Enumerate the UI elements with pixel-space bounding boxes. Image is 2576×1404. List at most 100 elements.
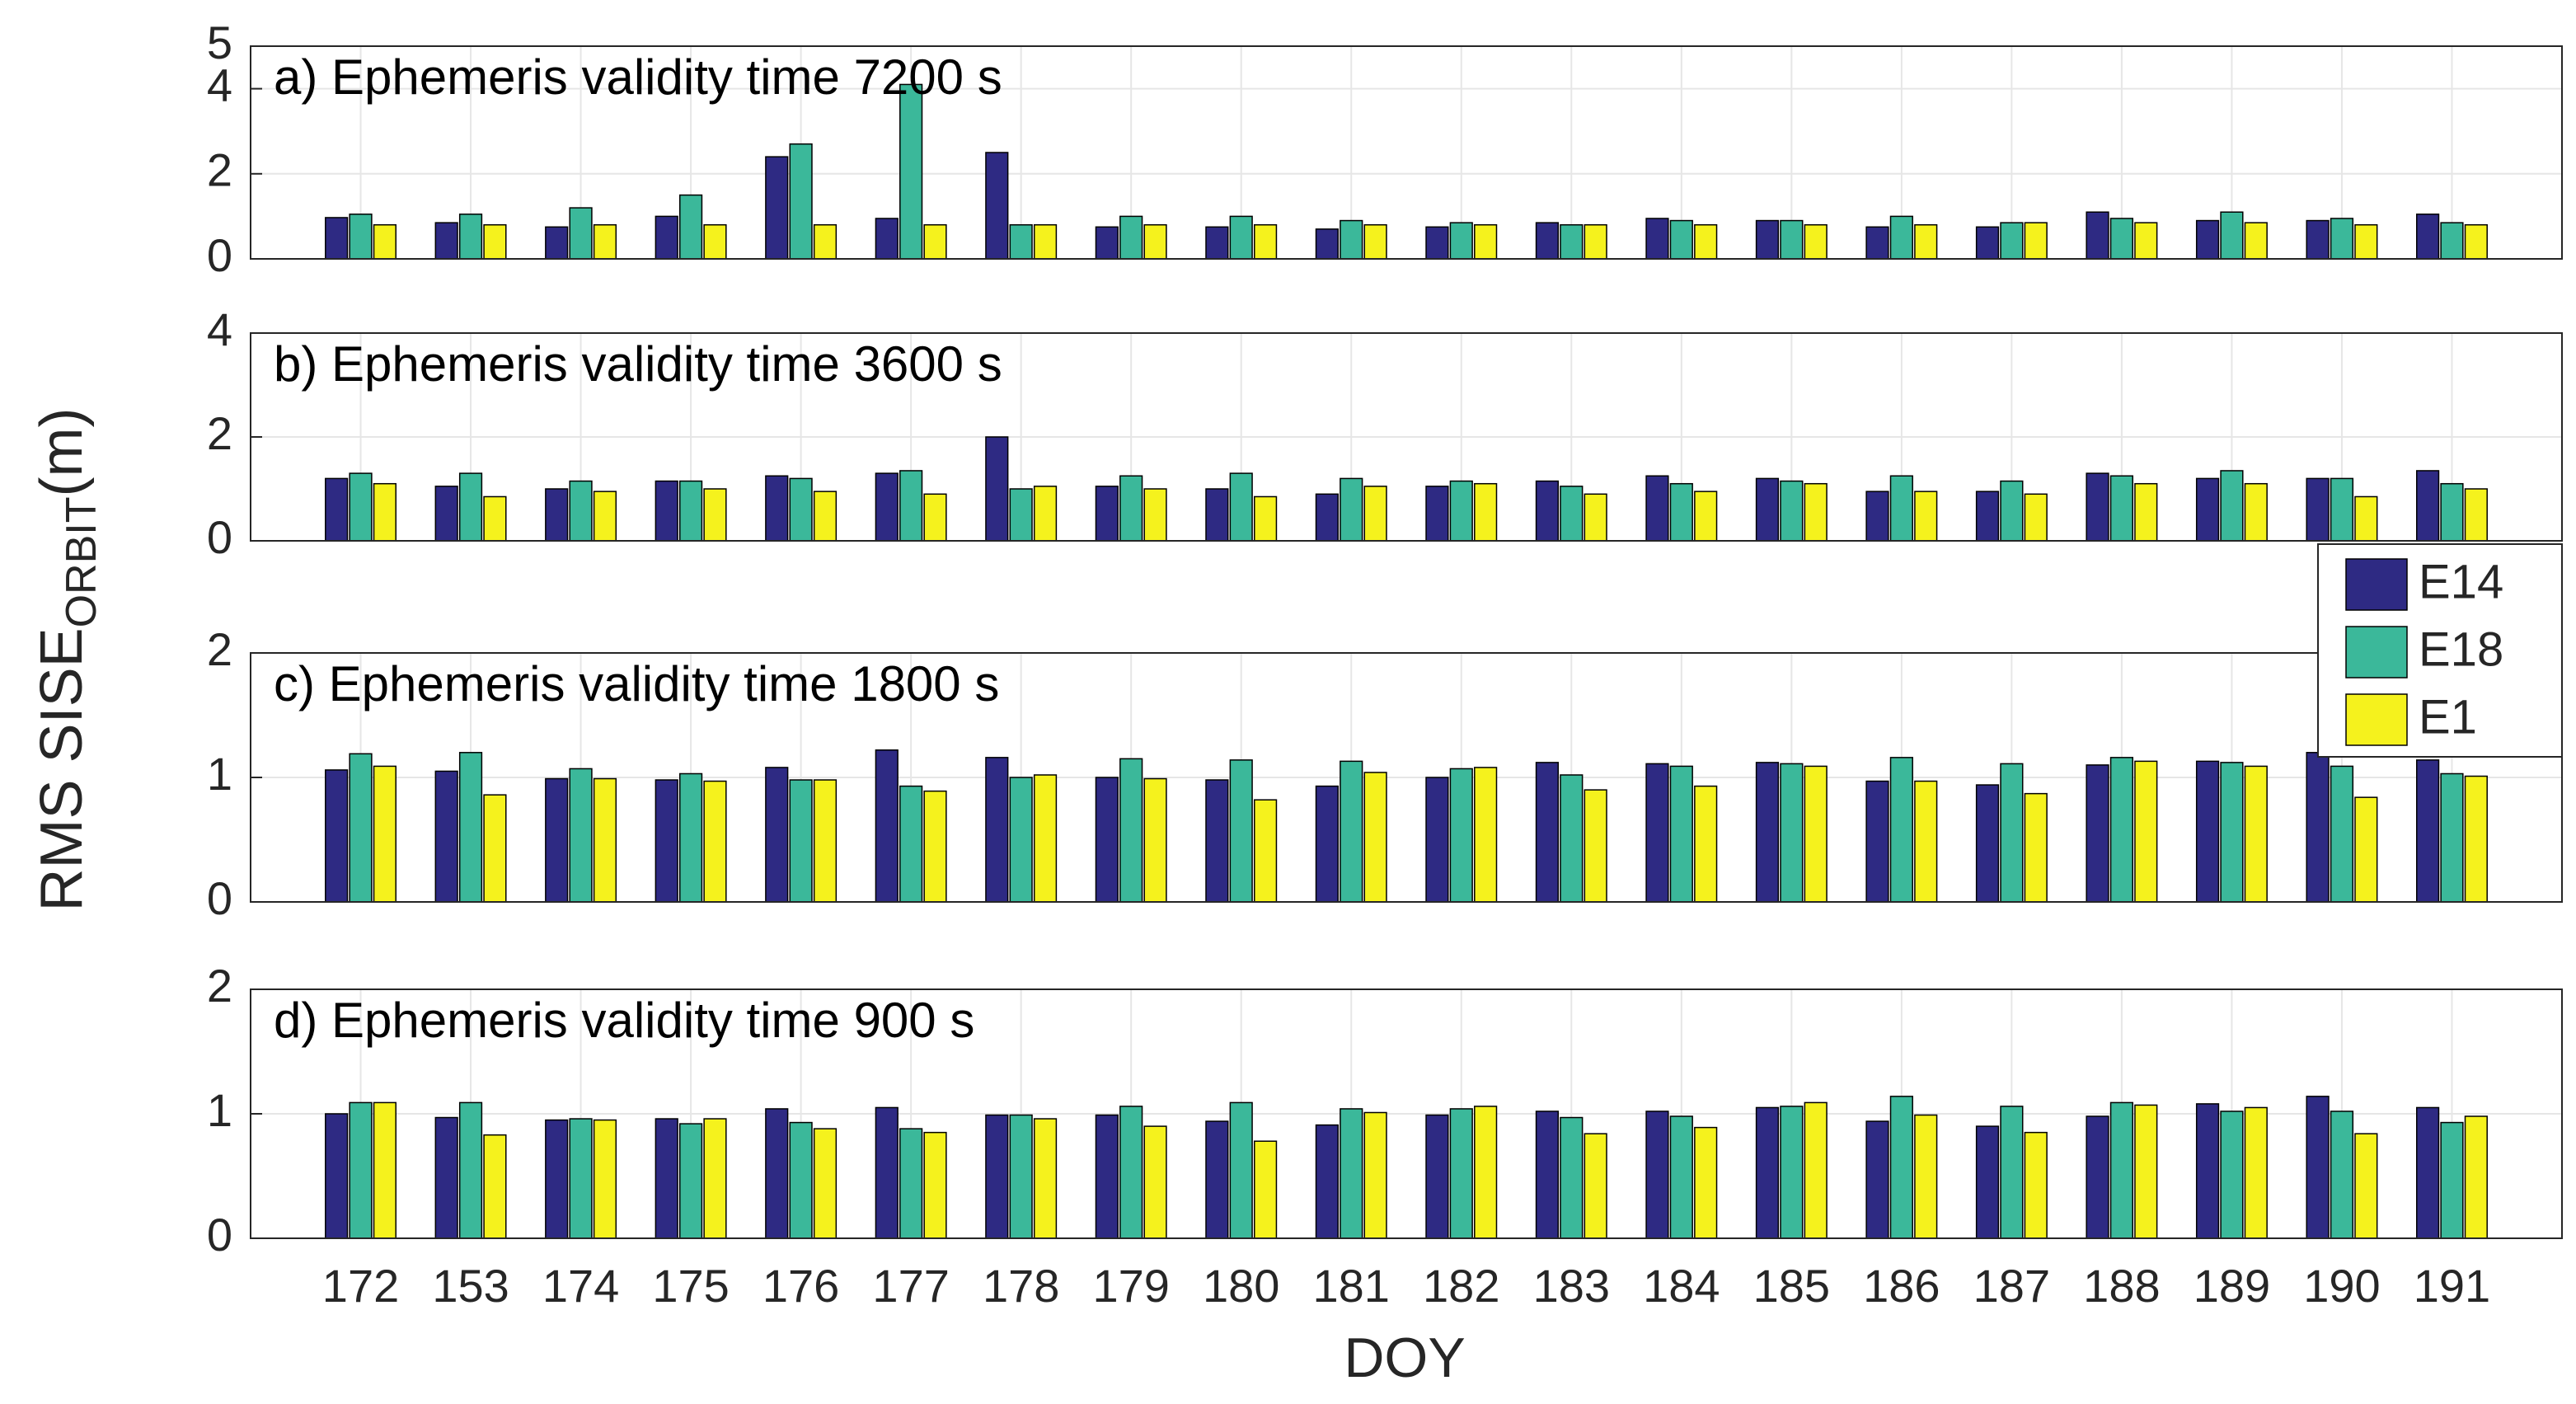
bar: [1804, 223, 1828, 260]
bar: [1669, 482, 1693, 542]
bar: [2415, 214, 2440, 260]
bar: [545, 1119, 569, 1239]
bar: [1229, 1101, 1253, 1239]
bar: [1143, 1125, 1167, 1239]
bar: [678, 1123, 703, 1239]
bar: [1755, 477, 1780, 542]
bar: [2306, 752, 2330, 903]
y-tick-label: 0: [207, 511, 232, 563]
bar: [765, 156, 789, 260]
bar: [373, 482, 397, 542]
bar: [1584, 1133, 1607, 1239]
bar: [483, 794, 507, 903]
bar: [985, 1114, 1009, 1239]
bar: [593, 491, 617, 542]
bar: [1889, 757, 1913, 903]
bar: [2220, 470, 2244, 542]
legend-label: E18: [2419, 622, 2503, 676]
bar: [2024, 222, 2048, 260]
bar: [789, 477, 813, 542]
bar: [1889, 215, 1913, 260]
axes-box: [250, 988, 2563, 1239]
bar: [1009, 777, 1033, 903]
bar: [1009, 488, 1033, 542]
y-tick-label: 1: [207, 748, 232, 800]
bar: [458, 472, 483, 542]
bar: [2000, 763, 2024, 903]
bar: [483, 1134, 507, 1239]
bar: [765, 475, 789, 542]
bar: [1425, 486, 1449, 542]
bar: [2244, 1106, 2268, 1239]
bar: [2000, 222, 2024, 260]
bar: [2306, 219, 2330, 260]
bar: [2195, 760, 2220, 903]
y-label-unit: (m): [29, 408, 95, 497]
bar: [1914, 1114, 1938, 1239]
bar: [2244, 482, 2268, 542]
bar: [1009, 223, 1033, 260]
bar: [2464, 775, 2488, 903]
bar: [2415, 1106, 2440, 1239]
bar: [373, 765, 397, 903]
bar: [1229, 759, 1253, 903]
bar: [483, 495, 507, 542]
bar: [655, 480, 678, 542]
x-tick-label: 187: [1973, 1260, 2050, 1312]
bar: [875, 749, 899, 903]
bar: [1205, 779, 1229, 903]
bar: [2440, 482, 2464, 542]
bar: [1009, 1114, 1033, 1239]
bar: [1645, 1111, 1669, 1239]
bar: [2354, 495, 2378, 542]
bar: [1205, 1120, 1229, 1239]
bar: [1315, 785, 1339, 903]
y-tick-label: 0: [207, 1209, 232, 1261]
bar: [789, 1121, 813, 1239]
bar: [2220, 1111, 2244, 1239]
y-tick-label: 2: [207, 960, 232, 1012]
x-tick-label: 181: [1313, 1260, 1390, 1312]
bar: [2086, 472, 2109, 542]
bar: [2464, 223, 2488, 260]
bar: [2195, 219, 2220, 260]
bar: [349, 472, 373, 542]
bar: [1119, 758, 1143, 903]
bar: [1474, 482, 1498, 542]
bar: [2024, 493, 2048, 542]
bar: [1865, 491, 1889, 542]
bar: [349, 1101, 373, 1239]
bar: [1033, 1118, 1058, 1239]
bar: [2306, 477, 2330, 542]
bar: [1253, 495, 1278, 542]
bar: [325, 477, 349, 542]
bar: [899, 470, 923, 542]
bar: [2440, 222, 2464, 260]
bar: [1975, 491, 2000, 542]
bar: [349, 753, 373, 903]
bar: [678, 194, 703, 260]
bar: [1425, 1114, 1449, 1239]
legend-label: E14: [2419, 555, 2503, 608]
bar: [2109, 1101, 2134, 1239]
bar: [703, 780, 727, 903]
bar: [1645, 218, 1669, 260]
bar: [2109, 757, 2134, 903]
bar: [458, 1101, 483, 1239]
bar: [678, 772, 703, 903]
bar: [1535, 222, 1560, 260]
bar: [1340, 477, 1363, 542]
bar: [545, 226, 569, 260]
bar: [1315, 493, 1339, 542]
bar: [1780, 480, 1804, 542]
bar: [789, 143, 813, 260]
bar: [1669, 1115, 1693, 1239]
bar: [1143, 488, 1167, 542]
bar: [1889, 475, 1913, 542]
x-tick-label: 180: [1203, 1260, 1279, 1312]
bar: [789, 779, 813, 903]
bar: [2354, 796, 2378, 903]
bar: [2000, 1106, 2024, 1239]
bar: [1363, 486, 1387, 542]
bar: [2306, 1096, 2330, 1239]
